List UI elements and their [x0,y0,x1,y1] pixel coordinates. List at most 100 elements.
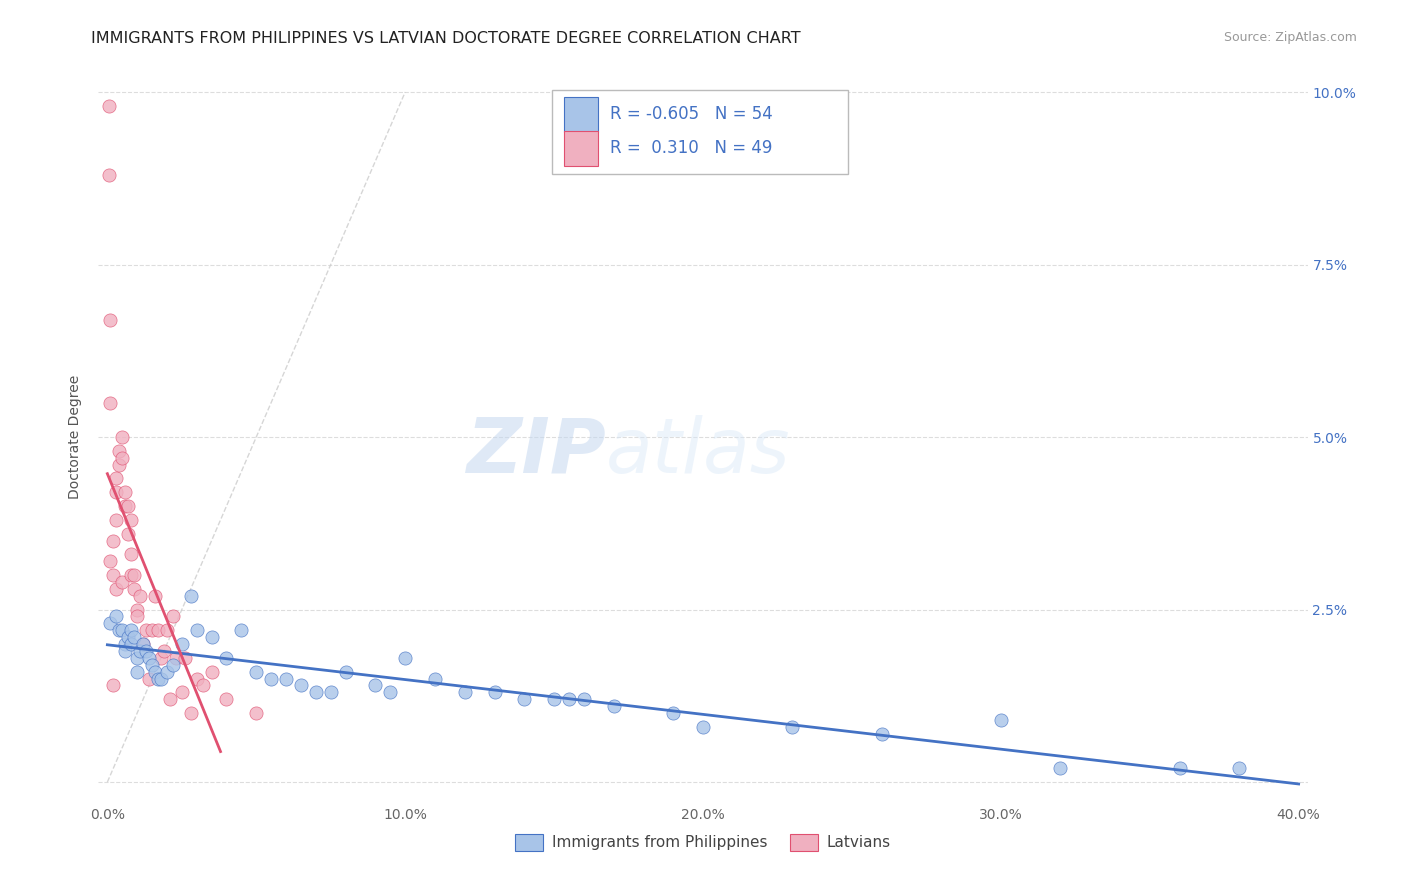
Point [165,651,187,665]
Point [162,657,184,672]
Point [149,672,172,686]
FancyBboxPatch shape [564,131,598,167]
Point [146,624,169,638]
Point [162,609,184,624]
Point [97,168,120,182]
Point [117,630,139,644]
Point [98,554,121,568]
Point [105,485,128,500]
Text: Source: ZipAtlas.com: Source: ZipAtlas.com [1223,31,1357,45]
Point [103,568,125,582]
Point [260,672,283,686]
Point [120,548,142,562]
Point [319,685,342,699]
Point [114,637,136,651]
Point [513,692,536,706]
Point [173,651,195,665]
Point [380,685,402,699]
FancyBboxPatch shape [551,90,848,174]
Point [156,665,179,679]
Point [200,630,222,644]
Point [141,624,163,638]
Point [120,568,142,582]
Point [120,624,142,638]
Point [129,589,152,603]
Point [135,644,157,658]
Point [870,727,893,741]
Point [274,672,297,686]
Text: R = -0.605   N = 54: R = -0.605 N = 54 [610,104,773,123]
Point [114,499,136,513]
Point [146,672,169,686]
Point [127,602,149,616]
Point [122,568,145,582]
FancyBboxPatch shape [564,97,598,132]
Point [120,637,142,651]
Point [105,471,128,485]
Point [108,624,131,638]
Point [191,678,214,692]
Point [127,665,149,679]
Point [117,526,139,541]
Point [98,616,121,631]
Point [543,692,565,706]
Point [159,692,181,706]
Point [782,720,804,734]
Point [143,665,166,679]
Text: R =  0.310   N = 49: R = 0.310 N = 49 [610,139,772,157]
Point [122,582,145,596]
Point [662,706,685,720]
Point [143,589,166,603]
Point [364,678,387,692]
Point [200,665,222,679]
Point [111,450,134,465]
Point [127,609,149,624]
Point [170,637,193,651]
Point [692,720,714,734]
Point [138,672,160,686]
Point [180,706,202,720]
Point [97,99,120,113]
Point [138,651,160,665]
Point [394,651,416,665]
Point [186,672,208,686]
Point [454,685,477,699]
Point [153,644,176,658]
Point [149,651,172,665]
Point [305,685,328,699]
Point [245,706,267,720]
Point [98,395,121,409]
Text: ZIP: ZIP [467,415,606,489]
Point [105,582,128,596]
Point [114,644,136,658]
Point [111,574,134,589]
Legend: Immigrants from Philippines, Latvians: Immigrants from Philippines, Latvians [509,828,897,857]
Point [335,665,357,679]
Point [558,692,581,706]
Point [180,589,202,603]
Point [105,513,128,527]
Text: IMMIGRANTS FROM PHILIPPINES VS LATVIAN DOCTORATE DEGREE CORRELATION CHART: IMMIGRANTS FROM PHILIPPINES VS LATVIAN D… [91,31,801,46]
Point [108,443,131,458]
Point [132,637,155,651]
Point [117,499,139,513]
Point [290,678,312,692]
Point [122,630,145,644]
Point [103,678,125,692]
Point [127,651,149,665]
Point [186,624,208,638]
Point [108,458,131,472]
Point [111,430,134,444]
Point [98,312,121,326]
Point [129,644,152,658]
Point [990,713,1012,727]
Point [215,651,238,665]
Point [141,657,163,672]
Point [484,685,506,699]
Point [111,624,134,638]
Point [114,485,136,500]
Text: atlas: atlas [606,415,790,489]
Point [1049,761,1071,775]
Point [170,685,193,699]
Point [245,665,267,679]
